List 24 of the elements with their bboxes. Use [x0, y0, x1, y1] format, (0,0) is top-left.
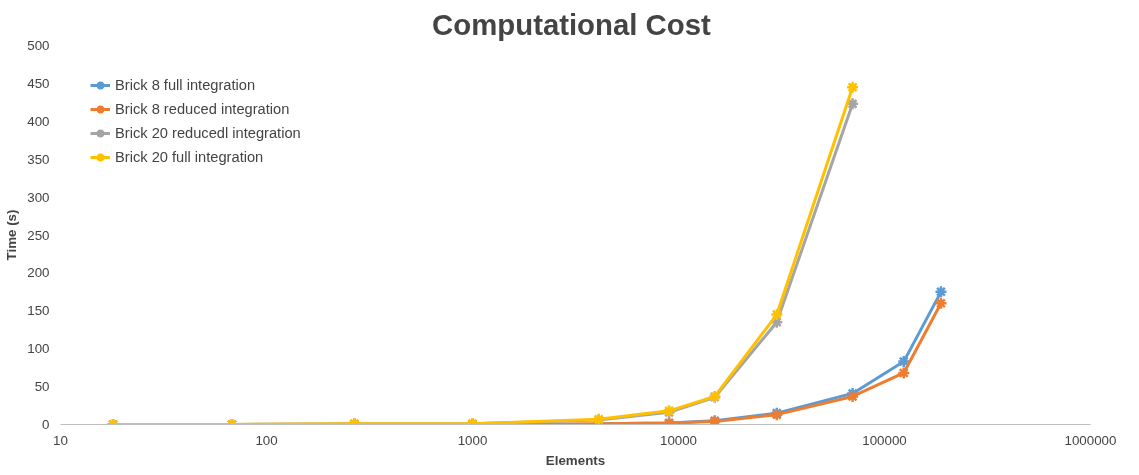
- legend-label: Brick 20 reducedl integration: [115, 125, 301, 141]
- legend-label: Brick 20 full integration: [115, 149, 264, 165]
- y-tick-label: 100: [27, 341, 50, 357]
- y-tick-label: 50: [34, 379, 50, 395]
- y-tick-label: 500: [27, 38, 50, 53]
- x-axis-title: Elements: [545, 452, 606, 468]
- legend-label: Brick 8 full integration: [115, 77, 256, 93]
- x-tick-label: 100: [255, 432, 278, 448]
- x-tick-label: 10: [53, 432, 68, 448]
- y-tick-label: 350: [27, 151, 50, 167]
- y-tick-label: 200: [27, 265, 50, 281]
- y-tick-label: 400: [27, 113, 50, 129]
- y-tick-label: 300: [27, 189, 50, 205]
- x-tick-label: 10000: [659, 432, 698, 448]
- x-tick-label: 100000: [862, 432, 907, 448]
- y-tick-label: 450: [27, 75, 50, 91]
- y-tick-label: 250: [27, 227, 50, 243]
- legend-label: Brick 8 reduced integration: [115, 101, 290, 117]
- chart-title: Computational Cost: [432, 7, 711, 41]
- y-tick-label: 0: [42, 417, 50, 432]
- y-axis-title: Time (s): [4, 209, 20, 261]
- y-tick-label: 150: [27, 303, 50, 319]
- x-tick-label: 1000: [457, 432, 488, 448]
- x-tick-label: 1000000: [1064, 432, 1117, 448]
